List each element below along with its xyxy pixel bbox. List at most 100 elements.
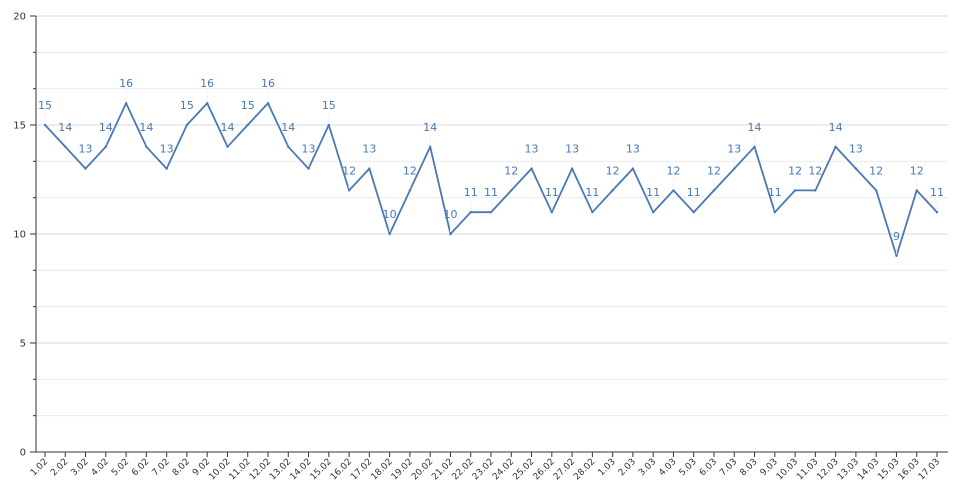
x-tick-label: 16.02	[329, 457, 354, 482]
data-label: 11	[545, 186, 559, 199]
data-point	[408, 189, 412, 192]
x-tick-label: 6.03	[698, 457, 719, 478]
x-tick-label: 20.02	[410, 457, 435, 482]
data-label: 12	[666, 164, 680, 177]
x-tick-label: 12.03	[815, 457, 840, 482]
data-label: 11	[585, 186, 599, 199]
data-label: 15	[38, 99, 52, 112]
data-point	[347, 189, 351, 192]
x-tick-label: 4.03	[657, 457, 678, 478]
data-label: 12	[606, 164, 620, 177]
data-point	[895, 254, 898, 257]
data-label: 11	[646, 186, 660, 199]
data-point	[145, 145, 148, 148]
data-point	[672, 189, 675, 192]
data-label: 12	[788, 164, 802, 177]
y-tick-label: 15	[13, 121, 26, 132]
data-point	[591, 211, 594, 214]
data-label: 13	[727, 143, 741, 156]
data-point	[874, 189, 878, 192]
data-label: 14	[139, 121, 153, 134]
data-label: 10	[443, 208, 457, 221]
data-label: 13	[302, 143, 316, 156]
data-label: 13	[565, 143, 579, 156]
data-label: 14	[829, 121, 843, 134]
data-point	[712, 189, 716, 192]
data-point	[368, 167, 371, 170]
data-label: 12	[869, 164, 883, 177]
x-tick-label: 1.02	[29, 457, 50, 478]
x-tick-label: 3.02	[69, 457, 90, 478]
data-label: 13	[160, 143, 174, 156]
x-tick-label: 8.02	[171, 457, 192, 478]
data-point	[388, 232, 391, 236]
data-point	[489, 211, 493, 214]
x-tick-label: 5.02	[110, 457, 131, 478]
x-tick-label: 7.02	[151, 457, 172, 478]
x-tick-label: 28.02	[572, 457, 597, 482]
data-point	[814, 189, 817, 192]
data-point	[510, 189, 513, 192]
data-point	[43, 123, 47, 127]
data-label: 16	[200, 77, 214, 90]
data-point	[733, 167, 736, 170]
data-label: 10	[383, 208, 397, 221]
data-point	[266, 102, 270, 105]
x-tick-label: 23.02	[471, 457, 496, 482]
x-tick-label: 15.03	[876, 457, 901, 482]
x-tick-label: 17.03	[917, 457, 942, 482]
x-tick-label: 21.02	[430, 457, 455, 482]
data-label: 11	[484, 186, 498, 199]
x-tick-label: 18.02	[369, 457, 394, 482]
x-tick-label: 6.02	[130, 457, 151, 478]
x-tick-label: 15.02	[309, 457, 334, 482]
data-label: 11	[768, 186, 782, 199]
x-tick-label: 2.03	[617, 457, 638, 478]
data-point	[753, 145, 756, 148]
data-point	[185, 123, 189, 127]
x-tick-label: 11.02	[228, 457, 253, 482]
y-tick-label: 0	[20, 448, 26, 459]
data-point	[692, 211, 695, 214]
x-tick-label: 24.02	[491, 457, 516, 482]
x-tick-label: 7.03	[718, 457, 739, 478]
data-label: 13	[626, 143, 640, 156]
data-point	[327, 123, 331, 127]
data-point	[287, 145, 290, 148]
x-tick-label: 12.02	[248, 457, 273, 482]
data-label: 13	[79, 143, 93, 156]
x-tick-label: 10.03	[775, 457, 800, 482]
data-point	[550, 211, 554, 214]
data-label: 13	[362, 143, 376, 156]
data-point	[428, 145, 432, 148]
x-tick-label: 10.02	[207, 457, 232, 482]
data-label: 15	[322, 99, 336, 112]
data-label: 12	[504, 164, 518, 177]
data-point	[834, 145, 837, 148]
data-point	[226, 145, 229, 148]
data-label: 13	[849, 143, 863, 156]
y-tick-label: 10	[13, 230, 26, 241]
x-tick-label: 13.03	[836, 457, 861, 482]
data-label: 15	[241, 99, 255, 112]
x-tick-label: 11.03	[795, 457, 820, 482]
data-point	[793, 189, 797, 192]
x-tick-label: 19.02	[390, 457, 415, 482]
data-point	[205, 102, 209, 105]
y-axis: 0 5 10 15 20	[13, 12, 37, 459]
data-point	[64, 145, 67, 148]
data-label: 12	[707, 164, 721, 177]
x-tick-label: 13.02	[268, 457, 293, 482]
y-tick-label: 5	[20, 339, 26, 350]
data-label: 16	[261, 77, 275, 90]
data-point	[570, 167, 574, 170]
x-tick-label: 4.02	[90, 457, 111, 478]
data-label: 12	[910, 164, 924, 177]
data-label: 12	[342, 164, 356, 177]
series-layer	[43, 102, 939, 257]
data-point	[631, 167, 635, 170]
x-tick-label: 17.02	[349, 457, 374, 482]
data-label: 15	[180, 99, 194, 112]
data-point	[104, 145, 108, 148]
x-tick-label: 27.02	[552, 457, 577, 482]
